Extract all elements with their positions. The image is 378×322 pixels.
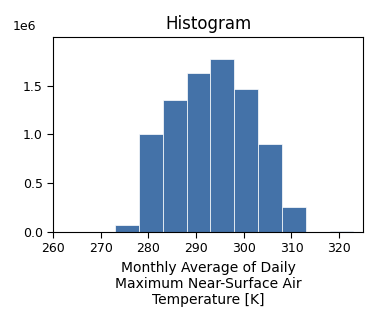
Bar xyxy=(115,225,139,232)
Title: Histogram: Histogram xyxy=(165,15,251,33)
Bar xyxy=(211,59,234,232)
Bar xyxy=(139,135,163,232)
Bar xyxy=(163,100,187,232)
Text: 1e6: 1e6 xyxy=(13,21,36,33)
X-axis label: Monthly Average of Daily
Maximum Near-Surface Air
Temperature [K]: Monthly Average of Daily Maximum Near-Su… xyxy=(115,260,301,307)
Bar xyxy=(234,89,258,232)
Bar xyxy=(187,73,211,232)
Bar xyxy=(258,144,282,232)
Bar xyxy=(330,231,353,232)
Bar xyxy=(282,207,306,232)
